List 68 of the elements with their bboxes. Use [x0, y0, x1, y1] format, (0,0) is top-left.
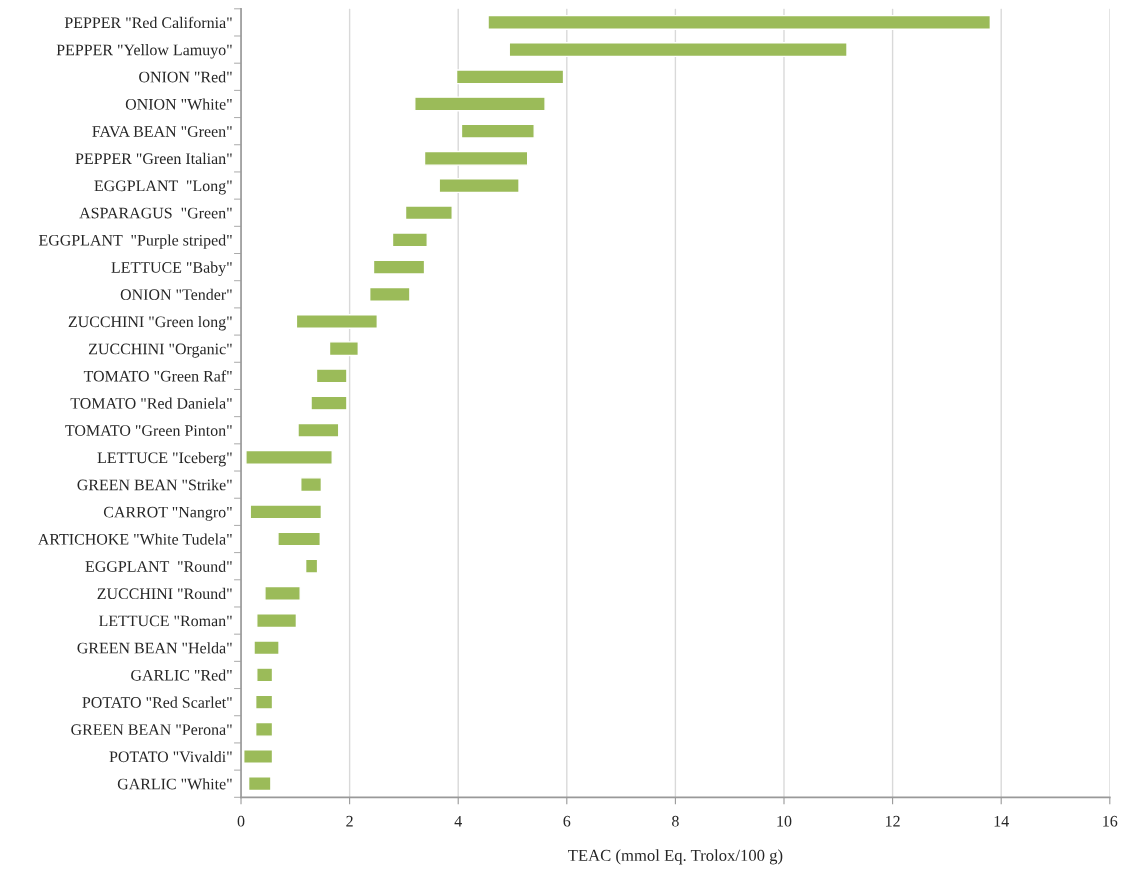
y-tick-label: TOMATO "Green Pinton" — [65, 425, 232, 436]
y-tick-label: GARLIC "White" — [117, 778, 232, 790]
bar — [295, 313, 378, 329]
bar — [256, 667, 274, 683]
y-tick-label: GREEN BEAN "Perona" — [71, 724, 232, 736]
y-tick-label: EGGPLANT "Purple striped" — [38, 234, 232, 249]
x-tick-label: 14 — [994, 815, 1009, 827]
bar — [243, 749, 274, 765]
bar — [404, 205, 453, 221]
bar — [264, 585, 301, 601]
x-tick-label: 8 — [672, 815, 679, 827]
bar — [455, 69, 565, 85]
y-tick-label: ASPARAGUS "Green" — [79, 207, 232, 219]
bar — [247, 776, 272, 792]
x-tick-label: 10 — [777, 815, 792, 827]
y-tick-label: PEPPER "Yellow Lamuyo" — [56, 44, 232, 59]
bar — [423, 150, 529, 166]
bar — [460, 123, 535, 139]
bar — [253, 640, 280, 656]
y-tick-label: POTATO "Vivaldi" — [109, 750, 232, 763]
bar — [487, 14, 992, 30]
y-tick-label: PEPPER "Green Italian" — [75, 152, 232, 165]
x-tick-label: 4 — [454, 815, 462, 827]
bar — [245, 449, 333, 465]
y-tick-label: ZUCCHINI "Round" — [97, 587, 232, 600]
bar — [256, 613, 298, 629]
y-tick-label: LETTUCE "Baby" — [111, 261, 232, 277]
y-tick-label: ONION "White" — [125, 98, 232, 110]
y-tick-label: EGGPLANT "Long" — [94, 180, 232, 195]
y-tick-label: ONION "Tender" — [120, 288, 232, 300]
bar — [508, 42, 848, 58]
x-axis-title: TEAC (mmol Eq. Trolox/100 g) — [568, 849, 783, 865]
y-tick-label: CARROT "Nangro" — [103, 506, 232, 521]
bar — [328, 341, 359, 357]
bar — [254, 721, 274, 737]
y-tick-label: ONION "Red" — [139, 71, 232, 83]
y-tick-label: ARTICHOKE "White Tudela" — [37, 533, 232, 545]
bar — [249, 504, 323, 520]
y-tick-label: PEPPER "Red California" — [64, 16, 232, 29]
x-tick-label: 0 — [237, 815, 245, 827]
bar — [391, 232, 428, 248]
x-tick-label: 16 — [1103, 815, 1118, 827]
bar — [297, 422, 340, 438]
bar — [300, 477, 323, 493]
bar — [304, 558, 319, 574]
y-tick-label: FAVA BEAN "Green" — [92, 126, 232, 137]
y-tick-label: ZUCCHINI "Green long" — [68, 315, 232, 331]
y-tick-label: EGGPLANT "Round" — [85, 560, 232, 572]
y-tick-label: LETTUCE "Roman" — [99, 615, 232, 627]
y-tick-label: GARLIC "Red" — [131, 669, 232, 681]
bar — [414, 96, 546, 112]
bar — [315, 368, 348, 384]
bar — [254, 694, 274, 710]
x-tick-label: 2 — [346, 815, 353, 827]
y-tick-label: ZUCCHINI "Organic" — [88, 343, 232, 358]
bar — [372, 259, 426, 275]
y-tick-label: GREEN BEAN "Helda" — [77, 642, 232, 654]
y-tick-label: TOMATO "Green Raf" — [83, 370, 232, 382]
x-tick-label: 12 — [886, 815, 900, 827]
y-tick-label: TOMATO "Red Daniela" — [70, 397, 232, 409]
bar — [277, 531, 321, 547]
y-tick-label: POTATO "Red Scarlet" — [82, 696, 232, 708]
y-tick-label: LETTUCE "Iceberg" — [97, 451, 232, 467]
bar — [369, 286, 411, 302]
bar — [438, 178, 520, 194]
bar — [310, 395, 348, 411]
y-tick-label: GREEN BEAN "Strike" — [77, 479, 232, 491]
x-tick-label: 6 — [563, 815, 571, 827]
